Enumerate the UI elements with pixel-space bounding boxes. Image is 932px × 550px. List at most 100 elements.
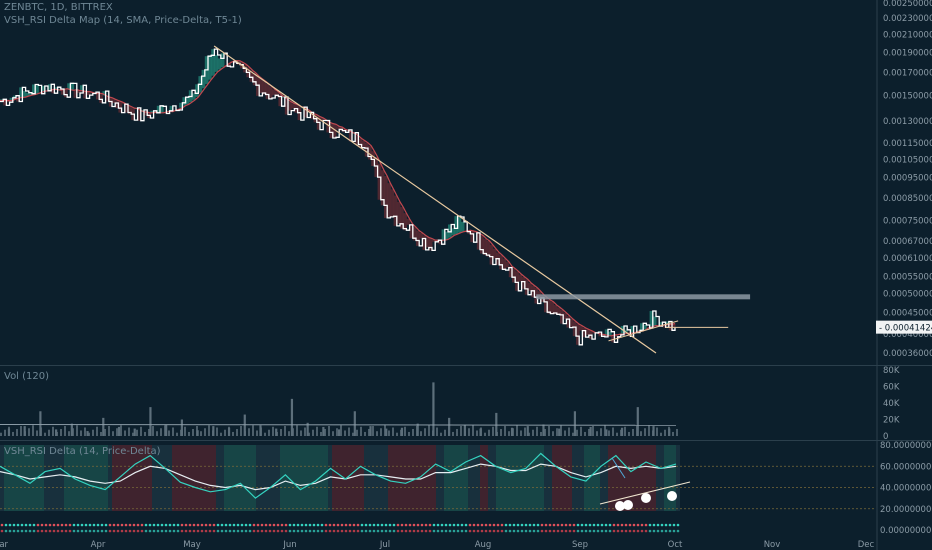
osc-dot (344, 529, 348, 533)
cloud-segment (521, 277, 526, 289)
osc-dot (284, 523, 288, 527)
heat-column (4, 445, 8, 511)
osc-dot (144, 523, 148, 527)
osc-dot (144, 529, 148, 533)
volume-bar (463, 425, 466, 436)
osc-dot (416, 523, 420, 527)
osc-dot (124, 529, 128, 533)
osc-dot (572, 523, 576, 527)
price-tick-label: 0.00130000 (883, 117, 932, 127)
heat-column (640, 445, 644, 511)
cloud-segment (16, 97, 20, 102)
cloud-segment (80, 85, 84, 91)
volume-bar (39, 411, 42, 436)
price-tick-label: 0.00170000 (883, 69, 932, 79)
osc-dot (272, 529, 276, 533)
volume-bar (100, 431, 102, 436)
osc-dot (668, 529, 672, 533)
osc-dot (264, 529, 268, 533)
heat-column (648, 445, 652, 511)
osc-dot (132, 529, 136, 533)
osc-dot (180, 529, 184, 533)
cloud-segment (217, 58, 222, 70)
osc-dot (236, 523, 240, 527)
heat-column (180, 445, 184, 511)
osc-dot (524, 523, 528, 527)
osc-dot (84, 523, 88, 527)
cloud-segment (476, 233, 481, 250)
cloud-segment (281, 96, 286, 98)
cloud-segment (652, 316, 657, 326)
cloud-segment (179, 102, 183, 108)
volume-bar (636, 407, 639, 436)
volume-bar (372, 426, 374, 436)
heat-column (528, 445, 532, 511)
osc-dot (152, 529, 156, 533)
osc-dot (580, 523, 584, 527)
osc-dot (604, 529, 608, 533)
heat-column (588, 445, 592, 511)
cloud-segment (64, 88, 68, 98)
volume-bar (104, 428, 106, 436)
cloud-segment (524, 279, 529, 295)
heat-column (332, 445, 336, 511)
indicator-title: VSH_RSI Delta Map (14, SMA, Price-Delta,… (4, 15, 242, 26)
volume-bar (72, 428, 74, 436)
volume-bar (232, 431, 234, 436)
osc-dot (52, 523, 56, 527)
cloud-segment (640, 323, 644, 332)
time-tick-label: Jul (379, 540, 390, 550)
volume-bar (324, 428, 326, 436)
osc-dot (200, 529, 204, 533)
osc-dot (404, 523, 408, 527)
osc-dot (408, 529, 412, 533)
osc-dot (28, 523, 32, 527)
osc-dot (548, 529, 552, 533)
osc-dot (452, 523, 456, 527)
heat-column (668, 445, 672, 511)
cloud-segment (89, 92, 94, 94)
osc-dot (76, 529, 80, 533)
heat-column (612, 445, 616, 511)
cloud-segment (457, 216, 462, 233)
cloud-segment (22, 90, 27, 98)
volume-bar (672, 431, 674, 436)
osc-dot (632, 529, 636, 533)
cloud-segment (566, 315, 571, 328)
volume-bar (369, 426, 372, 436)
cloud-segment (19, 87, 23, 98)
cloud-segment (284, 99, 289, 115)
heat-column (88, 445, 92, 511)
osc-dot (24, 529, 28, 533)
volume-bar (660, 432, 662, 436)
osc-dot (412, 523, 416, 527)
cloud-segment (438, 240, 443, 245)
cloud-segment (211, 49, 215, 76)
osc-dot (164, 523, 168, 527)
osc-dot (184, 523, 188, 527)
osc-dot (320, 529, 324, 533)
cloud-segment (361, 140, 366, 149)
volume-bar (7, 428, 11, 436)
osc-dot (120, 523, 124, 527)
volume-tick-label: 80K (883, 366, 900, 376)
osc-dot (180, 523, 184, 527)
osc-dot (240, 529, 244, 533)
price-tick-label: 0.00055000 (883, 272, 932, 282)
cloud-segment (448, 224, 452, 238)
osc-dot (372, 529, 376, 533)
osc-dot (216, 529, 220, 533)
osc-dot (176, 529, 180, 533)
heat-column (140, 445, 144, 511)
cloud-segment (102, 91, 107, 96)
heat-column (364, 445, 368, 511)
osc-dot (64, 523, 68, 527)
osc-dot (336, 523, 340, 527)
volume-bar (280, 428, 282, 436)
volume-bar (64, 426, 66, 436)
volume-bar (616, 432, 618, 436)
cloud-segment (291, 103, 295, 109)
cloud-segment (403, 213, 407, 231)
